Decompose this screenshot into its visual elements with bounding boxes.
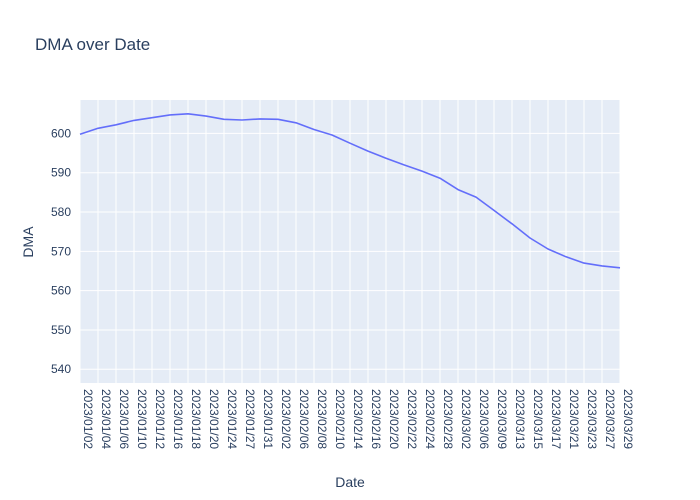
x-tick-label: 2023/03/29 xyxy=(621,389,635,449)
x-tick-label: 2023/02/02 xyxy=(279,389,293,449)
x-tick-label: 2023/03/09 xyxy=(495,389,509,449)
y-tick-label: 560 xyxy=(51,284,71,298)
x-tick-label: 2023/03/02 xyxy=(459,389,473,449)
y-tick-label: 550 xyxy=(51,323,71,337)
x-axis: 2023/01/02 2023/01/04 2023/01/06 2023/01/10… xyxy=(81,389,635,449)
series-line xyxy=(79,113,621,269)
y-tick-label: 540 xyxy=(51,362,71,376)
x-tick-label: 2023/02/06 xyxy=(297,389,311,449)
x-tick-label: 2023/01/20 xyxy=(207,389,221,449)
x-tick-label: 2023/02/08 xyxy=(315,389,329,449)
x-tick-label: 2023/02/22 xyxy=(405,389,419,449)
x-tick-label: 2023/03/13 xyxy=(513,389,527,449)
y-tick-label: 590 xyxy=(51,166,71,180)
x-tick-label: 2023/02/24 xyxy=(423,389,437,449)
series-layer xyxy=(79,113,621,269)
x-tick-label: 2023/01/16 xyxy=(171,389,185,449)
x-tick-label: 2023/02/28 xyxy=(441,389,455,449)
x-tick-label: 2023/01/10 xyxy=(135,389,149,449)
x-tick-label: 2023/01/31 xyxy=(261,389,275,449)
x-tick-label: 2023/01/24 xyxy=(225,389,239,449)
x-tick-label: 2023/02/10 xyxy=(333,389,347,449)
y-tick-label: 580 xyxy=(51,205,71,219)
y-tick-label: 570 xyxy=(51,244,71,258)
y-axis-title: DMA xyxy=(20,226,36,258)
y-tick-label: 600 xyxy=(51,126,71,140)
x-tick-label: 2023/01/27 xyxy=(243,389,257,449)
x-tick-label: 2023/03/15 xyxy=(531,389,545,449)
x-tick-label: 2023/02/16 xyxy=(369,389,383,449)
x-tick-label: 2023/03/21 xyxy=(567,389,581,449)
chart-title: DMA over Date xyxy=(35,35,150,54)
x-tick-label: 2023/02/14 xyxy=(351,389,365,449)
x-tick-label: 2023/01/02 xyxy=(81,389,95,449)
x-tick-label: 2023/03/23 xyxy=(585,389,599,449)
x-tick-label: 2023/02/20 xyxy=(387,389,401,449)
grid xyxy=(79,100,621,383)
x-tick-label: 2023/03/17 xyxy=(549,389,563,449)
x-tick-label: 2023/01/04 xyxy=(99,389,113,449)
x-axis-title: Date xyxy=(335,474,365,490)
x-tick-label: 2023/01/12 xyxy=(153,389,167,449)
x-tick-label: 2023/03/27 xyxy=(603,389,617,449)
x-tick-label: 2023/03/06 xyxy=(477,389,491,449)
y-axis: 540 550 560 570 580 590 600 xyxy=(51,126,71,376)
x-tick-label: 2023/01/06 xyxy=(117,389,131,449)
x-tick-label: 2023/01/18 xyxy=(189,389,203,449)
